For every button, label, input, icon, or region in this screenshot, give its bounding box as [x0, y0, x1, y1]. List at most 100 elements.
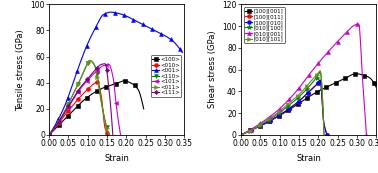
<111>: [85, 79, 89, 81]
Line: <100>: <100>: [47, 79, 146, 137]
[010][101]: [290, 100, 294, 102]
X-axis label: Strain: Strain: [104, 154, 129, 163]
[100][011]: [290, 105, 295, 107]
[100][001]: [353, 73, 358, 75]
<101>: [47, 134, 52, 136]
Line: [010][100]: [010][100]: [239, 69, 327, 137]
Line: [100][011]: [100][011]: [239, 78, 330, 137]
[010][001]: [313, 65, 318, 67]
<001>: [180, 52, 184, 54]
Line: [010][101]: [010][101]: [239, 69, 326, 137]
<110>: [87, 60, 92, 62]
Legend: <100>, <010>, <001>, <110>, <101>, <011>, <111>: <100>, <010>, <001>, <110>, <101>, <011>…: [150, 55, 181, 97]
<001>: [129, 17, 133, 19]
<110>: [82, 68, 87, 70]
X-axis label: Strain: Strain: [296, 154, 321, 163]
<001>: [47, 133, 52, 135]
<101>: [89, 75, 94, 77]
<111>: [103, 63, 107, 65]
<100>: [103, 86, 108, 88]
[100][011]: [239, 134, 243, 136]
<101>: [89, 75, 94, 77]
<011>: [82, 69, 87, 71]
[010][001]: [239, 134, 244, 136]
[100][010]: [292, 104, 296, 106]
[100][010]: [290, 105, 295, 107]
Y-axis label: Tensile stress (GPa): Tensile stress (GPa): [16, 29, 25, 111]
<110>: [98, 92, 102, 94]
[010][101]: [314, 74, 319, 76]
<011>: [101, 113, 106, 115]
[100][001]: [239, 134, 244, 136]
[010][100]: [318, 71, 322, 73]
<100>: [47, 134, 51, 136]
<101>: [107, 63, 111, 65]
<110>: [107, 134, 111, 136]
Line: [100][001]: [100][001]: [239, 72, 378, 137]
<010>: [47, 134, 51, 136]
<010>: [101, 116, 106, 118]
[010][001]: [364, 134, 369, 136]
<111>: [105, 72, 109, 74]
[010][101]: [322, 134, 326, 136]
<100>: [122, 80, 127, 82]
[100][010]: [239, 134, 243, 136]
[010][100]: [288, 103, 293, 105]
[100][011]: [318, 79, 322, 81]
<100>: [47, 134, 52, 136]
[100][001]: [374, 86, 378, 88]
[100][011]: [318, 79, 322, 81]
Line: [010][001]: [010][001]: [239, 22, 369, 137]
[010][100]: [290, 102, 294, 104]
[100][001]: [239, 134, 243, 136]
[010][100]: [239, 134, 243, 136]
Line: <111>: <111>: [48, 62, 115, 136]
Line: <110>: <110>: [47, 58, 111, 137]
<011>: [47, 134, 52, 136]
[010][001]: [239, 134, 243, 136]
<011>: [84, 66, 88, 68]
<010>: [107, 134, 111, 136]
<010>: [98, 87, 102, 89]
<100>: [141, 108, 146, 110]
[100][011]: [312, 86, 316, 88]
[100][001]: [319, 89, 324, 91]
Legend: [100][001], [100][011], [100][010], [010][100], [010][001], [010][101]: [100][001], [100][011], [100][010], [010…: [244, 7, 285, 43]
[100][011]: [290, 105, 295, 107]
[010][001]: [313, 66, 318, 68]
<001>: [160, 33, 164, 35]
<010>: [95, 81, 100, 83]
[100][010]: [312, 86, 316, 88]
<010>: [82, 91, 87, 93]
<111>: [101, 63, 105, 65]
<100>: [133, 85, 138, 87]
<010>: [84, 90, 88, 92]
<101>: [91, 74, 95, 76]
<101>: [107, 64, 112, 66]
Y-axis label: Shear stress (GPa): Shear stress (GPa): [208, 31, 217, 108]
<110>: [84, 66, 88, 68]
<100>: [103, 86, 107, 88]
<110>: [47, 134, 52, 136]
[010][001]: [356, 23, 361, 25]
[100][011]: [239, 134, 243, 136]
[010][101]: [309, 80, 313, 82]
[010][001]: [344, 31, 349, 33]
<111>: [47, 134, 51, 136]
[010][100]: [239, 134, 243, 136]
<101>: [47, 134, 51, 136]
<101>: [118, 134, 123, 136]
Line: <011>: <011>: [47, 58, 111, 137]
<001>: [109, 11, 113, 13]
[010][100]: [288, 103, 293, 105]
Line: [100][010]: [100][010]: [239, 78, 330, 137]
[100][010]: [318, 79, 322, 81]
[100][011]: [325, 134, 330, 136]
[100][010]: [290, 105, 295, 107]
[100][010]: [239, 134, 243, 136]
[010][001]: [316, 63, 320, 65]
<011>: [87, 60, 92, 62]
<010>: [82, 91, 87, 93]
<100>: [105, 85, 109, 88]
<110>: [47, 134, 51, 136]
